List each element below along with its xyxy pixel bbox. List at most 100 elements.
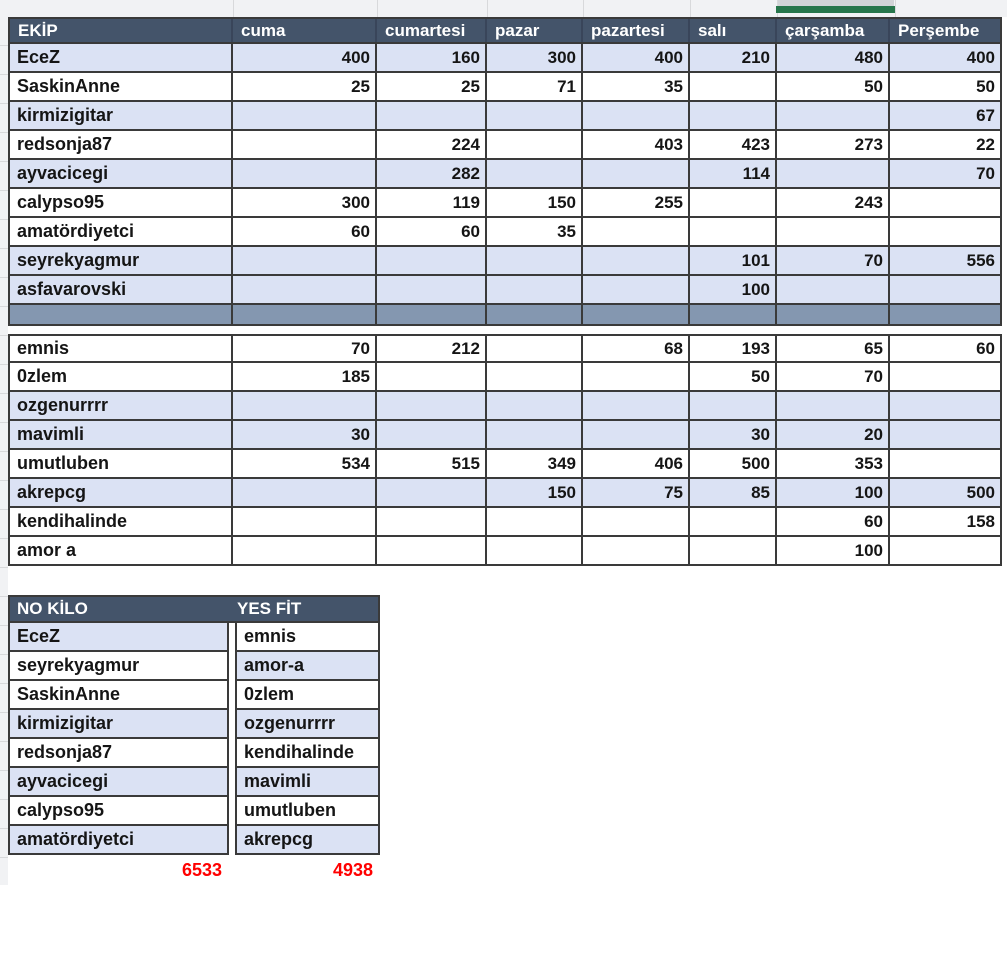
value-cell[interactable]: 400 xyxy=(583,44,690,71)
no-kilo-cell[interactable]: redsonja87 xyxy=(8,739,229,768)
value-cell[interactable]: 150 xyxy=(487,479,583,506)
value-cell[interactable] xyxy=(777,276,890,303)
value-cell[interactable] xyxy=(377,247,487,274)
value-cell[interactable]: 423 xyxy=(690,131,777,158)
value-cell[interactable] xyxy=(890,189,1000,216)
separator-cell[interactable] xyxy=(583,305,690,324)
value-cell[interactable] xyxy=(890,421,1000,448)
value-cell[interactable]: 70 xyxy=(976,163,995,183)
value-cell[interactable] xyxy=(487,131,583,158)
row-label-cell[interactable]: amor a xyxy=(10,537,233,564)
value-cell[interactable]: 114 xyxy=(690,160,777,187)
value-cell[interactable]: 25 xyxy=(233,73,377,100)
value-cell[interactable]: 100 xyxy=(777,479,890,506)
value-cell[interactable] xyxy=(690,508,777,535)
value-cell[interactable]: 500 xyxy=(966,482,995,502)
value-cell[interactable] xyxy=(690,102,777,129)
value-cell[interactable] xyxy=(487,247,583,274)
value-cell[interactable] xyxy=(583,160,690,187)
value-cell[interactable]: 22 xyxy=(976,134,995,154)
value-cell[interactable]: 119 xyxy=(377,189,487,216)
value-cell[interactable]: 515 xyxy=(377,450,487,477)
separator-cell[interactable] xyxy=(10,305,233,324)
yes-fit-cell[interactable]: umutluben xyxy=(235,797,380,826)
separator-cell[interactable] xyxy=(777,305,890,324)
value-cell[interactable] xyxy=(890,363,1000,390)
column-header-cell[interactable]: pazar xyxy=(487,19,583,42)
column-header-cell[interactable]: çarşamba xyxy=(777,19,890,42)
value-cell[interactable]: 50 xyxy=(690,363,777,390)
value-cell[interactable] xyxy=(777,102,890,129)
value-cell[interactable]: 282 xyxy=(377,160,487,187)
row-label-cell[interactable]: calypso95 xyxy=(10,189,233,216)
value-cell[interactable]: 150 xyxy=(487,189,583,216)
value-cell[interactable] xyxy=(777,392,890,419)
no-kilo-column-header[interactable]: NO KİLO xyxy=(17,599,88,618)
value-cell[interactable]: 212 xyxy=(377,336,487,361)
separator-cell[interactable] xyxy=(487,305,583,324)
value-cell[interactable] xyxy=(487,508,583,535)
column-header-cell[interactable]: pazartesi xyxy=(583,19,690,42)
value-cell[interactable] xyxy=(233,508,377,535)
value-cell[interactable] xyxy=(487,102,583,129)
value-cell[interactable] xyxy=(583,392,690,419)
column-header-cell[interactable]: cumartesi xyxy=(377,19,487,42)
value-cell[interactable] xyxy=(690,189,777,216)
value-cell[interactable]: 160 xyxy=(377,44,487,71)
value-cell[interactable]: 35 xyxy=(583,73,690,100)
value-cell[interactable]: 480 xyxy=(777,44,890,71)
separator-cell[interactable] xyxy=(233,305,377,324)
yes-fit-cell[interactable]: emnis xyxy=(235,623,380,652)
no-kilo-cell[interactable]: ayvacicegi xyxy=(8,768,229,797)
column-header-cell[interactable]: Perşembe xyxy=(898,20,980,40)
value-cell[interactable] xyxy=(233,276,377,303)
row-label-cell[interactable]: SaskinAnne xyxy=(10,73,233,100)
value-cell[interactable] xyxy=(233,160,377,187)
value-cell[interactable] xyxy=(890,392,1000,419)
value-cell[interactable]: 300 xyxy=(487,44,583,71)
value-cell[interactable]: 224 xyxy=(377,131,487,158)
separator-cell[interactable] xyxy=(890,305,1000,324)
value-cell[interactable]: 60 xyxy=(976,338,995,358)
value-cell[interactable]: 50 xyxy=(976,76,995,96)
column-header-cell[interactable]: cuma xyxy=(233,19,377,42)
row-label-cell[interactable]: umutluben xyxy=(10,450,233,477)
value-cell[interactable] xyxy=(377,392,487,419)
separator-cell[interactable] xyxy=(690,305,777,324)
row-label-cell[interactable]: 0zlem xyxy=(10,363,233,390)
yes-fit-cell[interactable]: ozgenurrrr xyxy=(235,710,380,739)
value-cell[interactable]: 60 xyxy=(377,218,487,245)
value-cell[interactable]: 193 xyxy=(690,336,777,361)
value-cell[interactable]: 210 xyxy=(690,44,777,71)
value-cell[interactable] xyxy=(487,537,583,564)
value-cell[interactable]: 75 xyxy=(583,479,690,506)
value-cell[interactable]: 68 xyxy=(583,336,690,361)
value-cell[interactable] xyxy=(487,336,583,361)
value-cell[interactable] xyxy=(690,537,777,564)
value-cell[interactable] xyxy=(583,102,690,129)
value-cell[interactable]: 71 xyxy=(487,73,583,100)
row-label-cell[interactable]: amatördiyetci xyxy=(10,218,233,245)
value-cell[interactable] xyxy=(377,537,487,564)
value-cell[interactable] xyxy=(583,276,690,303)
no-kilo-cell[interactable]: EceZ xyxy=(8,623,229,652)
row-label-cell[interactable]: redsonja87 xyxy=(10,131,233,158)
value-cell[interactable] xyxy=(890,537,1000,564)
value-cell[interactable] xyxy=(583,363,690,390)
row-label-cell[interactable]: kirmizigitar xyxy=(10,102,233,129)
value-cell[interactable]: 400 xyxy=(233,44,377,71)
value-cell[interactable] xyxy=(890,276,1000,303)
column-header-cell[interactable]: EKİP xyxy=(10,19,233,42)
row-label-cell[interactable]: ozgenurrrr xyxy=(10,392,233,419)
value-cell[interactable]: 349 xyxy=(487,450,583,477)
yes-fit-cell[interactable]: mavimli xyxy=(235,768,380,797)
value-cell[interactable] xyxy=(377,276,487,303)
value-cell[interactable] xyxy=(233,537,377,564)
value-cell[interactable]: 50 xyxy=(777,73,890,100)
value-cell[interactable]: 100 xyxy=(690,276,777,303)
value-cell[interactable]: 70 xyxy=(777,247,890,274)
value-cell[interactable] xyxy=(777,218,890,245)
value-cell[interactable]: 300 xyxy=(233,189,377,216)
row-label-cell[interactable]: mavimli xyxy=(10,421,233,448)
value-cell[interactable]: 400 xyxy=(966,47,995,67)
